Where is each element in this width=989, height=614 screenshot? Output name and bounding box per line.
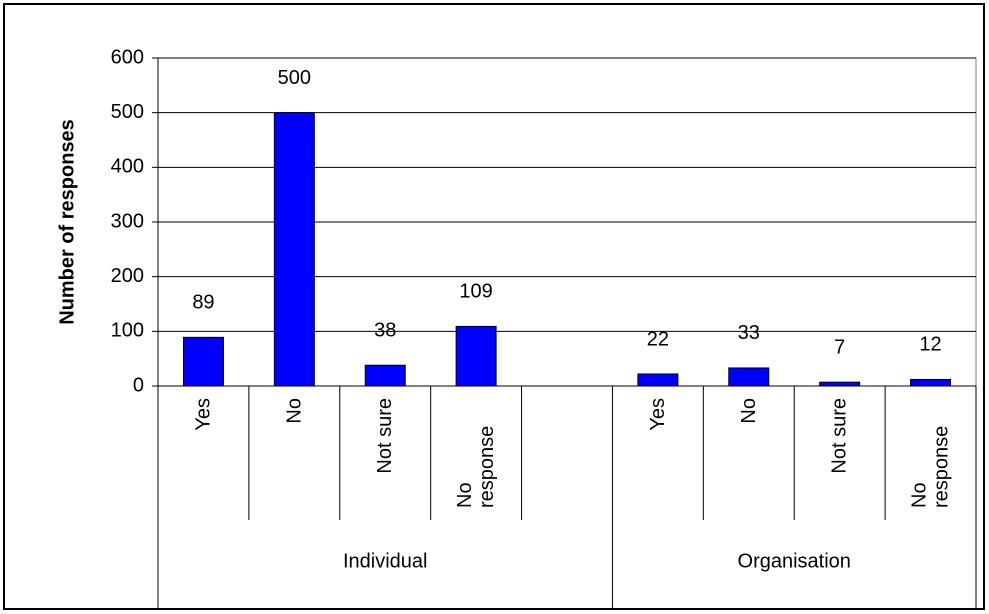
bar <box>728 367 770 387</box>
x-tick-label-box: No <box>737 398 760 424</box>
y-tick-label: 0 <box>133 374 144 396</box>
bar <box>455 325 497 387</box>
bar <box>273 112 315 387</box>
bar <box>910 378 952 387</box>
x-tick-label-box: Not sure <box>828 398 851 474</box>
y-tick-label: 100 <box>111 320 144 342</box>
value-label: 109 <box>459 281 492 303</box>
x-tick-label-box: No <box>283 398 306 424</box>
x-tick-label: No response <box>454 425 499 508</box>
x-tick-label-box: Yes <box>646 398 669 431</box>
x-tick-label: Not sure <box>374 398 397 474</box>
group-label: Organisation <box>738 550 851 572</box>
value-label: 22 <box>647 328 669 350</box>
y-tick-label: 200 <box>111 265 144 287</box>
x-tick-label: Not sure <box>828 398 851 474</box>
value-label: 7 <box>834 336 845 358</box>
value-label: 12 <box>919 334 941 356</box>
x-tick-label-box: No response <box>908 425 953 508</box>
bar <box>182 336 224 387</box>
y-tick-label: 300 <box>111 210 144 232</box>
y-axis-label: Number of responses <box>56 119 78 325</box>
value-label: 33 <box>738 322 760 344</box>
y-tick-label: 600 <box>111 46 144 68</box>
bar <box>637 373 679 387</box>
y-tick-label: 400 <box>111 156 144 178</box>
y-tick-label: 500 <box>111 101 144 123</box>
bar <box>364 364 406 387</box>
x-tick-label: No <box>283 398 306 424</box>
x-tick-label: No response <box>908 425 953 508</box>
x-tick-label: No <box>737 398 760 424</box>
value-label: 89 <box>192 292 214 314</box>
x-tick-label: Yes <box>646 398 669 431</box>
x-tick-label-box: Yes <box>192 398 215 431</box>
group-label: Individual <box>343 550 428 572</box>
value-label: 500 <box>278 67 311 89</box>
bar <box>819 381 861 387</box>
value-label: 38 <box>374 320 396 342</box>
x-tick-label-box: Not sure <box>374 398 397 474</box>
x-tick-label-box: No response <box>454 425 499 508</box>
chart-frame <box>3 3 985 610</box>
x-tick-label: Yes <box>192 398 215 431</box>
